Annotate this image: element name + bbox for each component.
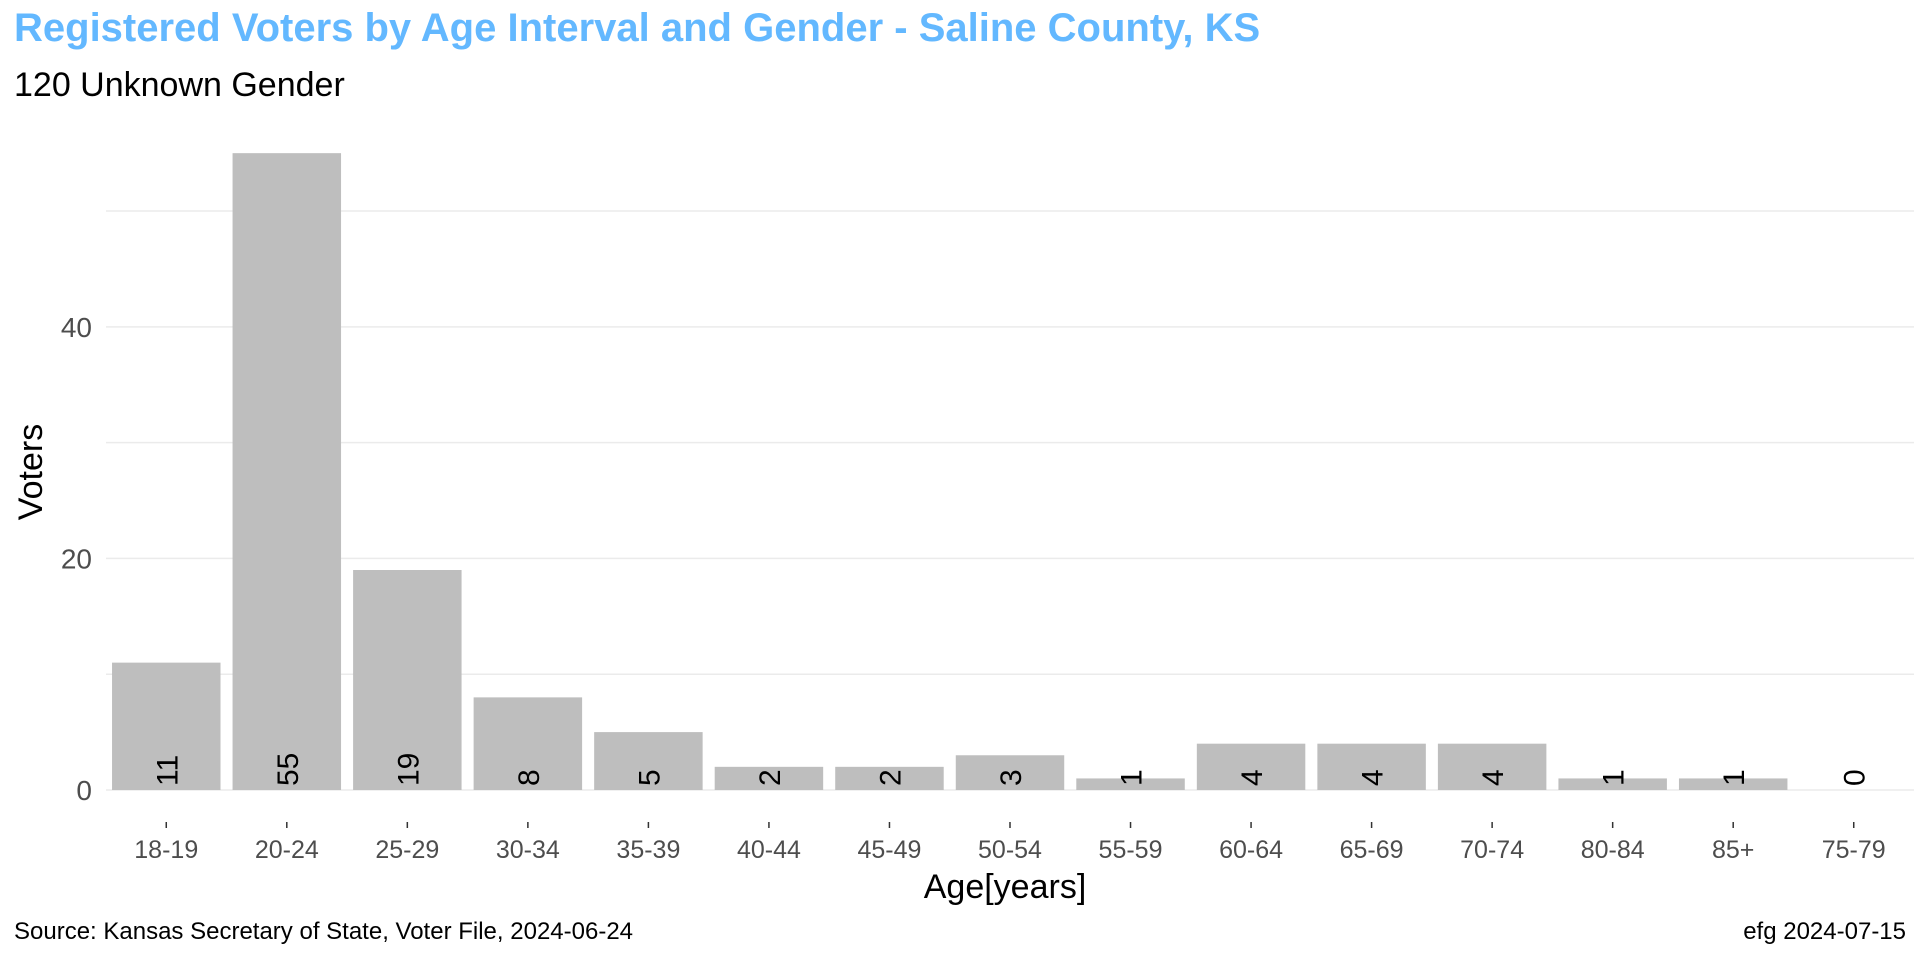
bar-25-29 — [353, 570, 462, 790]
data-label-50-54: 3 — [995, 769, 1028, 786]
data-label-18-19: 11 — [151, 755, 184, 786]
data-labels: 11 55 19 8 5 2 2 3 1 4 4 4 1 1 0 — [151, 753, 1871, 786]
chart-subtitle: 120 Unknown Gender — [14, 66, 345, 104]
data-label-40-44: 2 — [754, 769, 787, 786]
data-label-65-69: 4 — [1357, 769, 1390, 786]
bar-45-49 — [835, 766, 944, 790]
x-tick-label: 65-69 — [1340, 836, 1404, 864]
data-label-85+: 1 — [1718, 769, 1751, 786]
x-tick-label: 55-59 — [1099, 836, 1163, 864]
y-axis: 0 20 40 — [61, 312, 92, 806]
bar-60-64 — [1196, 743, 1306, 790]
data-label-75-79: 0 — [1839, 769, 1872, 786]
x-tick-label: 35-39 — [616, 836, 680, 864]
y-tick-label: 0 — [76, 775, 92, 806]
x-tick-label: 50-54 — [978, 836, 1042, 864]
bar-20-24 — [232, 153, 342, 790]
x-tick-label: 75-79 — [1822, 836, 1886, 864]
data-label-20-24: 55 — [272, 753, 305, 786]
x-tick-label: 45-49 — [857, 836, 921, 864]
x-tick-label: 70-74 — [1460, 836, 1524, 864]
x-tick-label: 25-29 — [375, 836, 439, 864]
data-label-70-74: 4 — [1477, 769, 1510, 786]
bar-85+ — [1678, 778, 1788, 790]
data-label-30-34: 8 — [513, 769, 546, 786]
bar-50-54 — [955, 755, 1065, 790]
bar-55-59 — [1076, 778, 1185, 790]
bar-80-84 — [1558, 778, 1667, 790]
x-tick-label: 40-44 — [737, 836, 801, 864]
x-tick-label: 80-84 — [1581, 836, 1645, 864]
x-tick-label: 20-24 — [255, 836, 319, 864]
data-label-55-59: 1 — [1116, 769, 1149, 786]
bar-35-39 — [594, 732, 703, 790]
bar-70-74 — [1437, 743, 1547, 790]
x-tick-label: 85+ — [1712, 836, 1754, 864]
credit-caption: efg 2024-07-15 — [1743, 918, 1906, 945]
data-label-80-84: 1 — [1598, 769, 1631, 786]
y-tick-label: 40 — [61, 312, 92, 343]
x-tick-label: 30-34 — [496, 836, 560, 864]
x-axis-title: Age[years] — [924, 868, 1087, 906]
y-tick-label: 20 — [61, 543, 92, 574]
bars — [112, 153, 1788, 790]
bar-18-19 — [112, 662, 221, 790]
data-label-60-64: 4 — [1236, 769, 1269, 786]
bar-40-44 — [714, 766, 824, 790]
data-label-35-39: 5 — [633, 769, 666, 786]
bar-65-69 — [1317, 743, 1426, 790]
x-axis: 18-19 20-24 25-29 30-34 35-39 40-44 45-49 50-54… — [134, 822, 1886, 864]
data-label-25-29: 19 — [392, 753, 425, 786]
x-tick-label: 60-64 — [1219, 836, 1283, 864]
source-caption: Source: Kansas Secretary of State, Voter… — [14, 918, 634, 945]
y-axis-title: Voters — [12, 424, 50, 520]
chart-title: Registered Voters by Age Interval and Ge… — [14, 6, 1261, 50]
bar-30-34 — [473, 697, 583, 790]
data-label-45-49: 2 — [874, 769, 907, 786]
x-tick-label: 18-19 — [134, 836, 198, 864]
